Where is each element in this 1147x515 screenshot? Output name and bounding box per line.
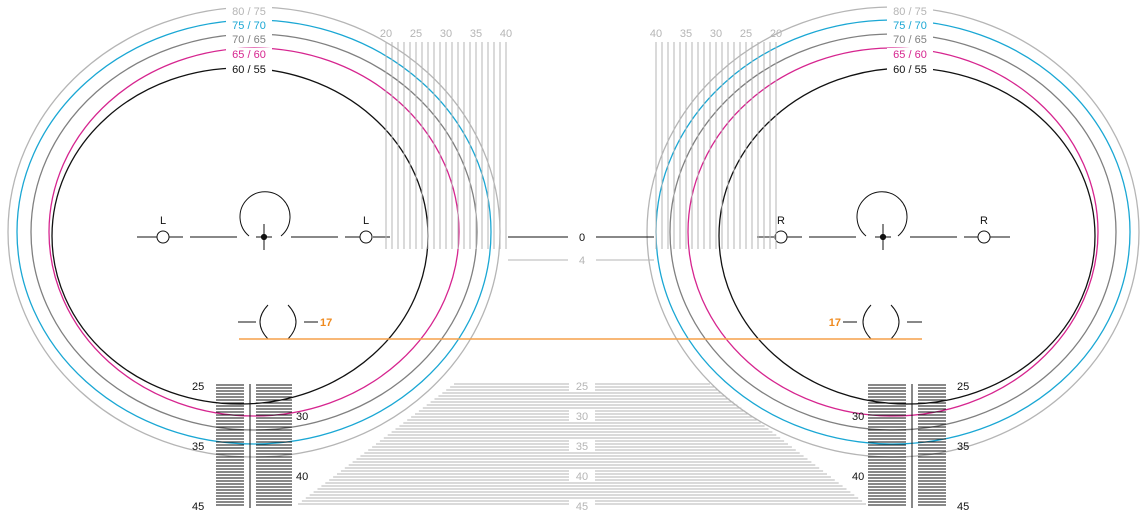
side-scale-label: 35 [192, 441, 204, 453]
right-marker-outer-circle [977, 230, 991, 244]
left-eye-group: 80 / 75 75 / 70 70 / 65 65 / 60 60 / 55 [7, 5, 501, 458]
side-scale-label: 30 [852, 411, 864, 423]
right-marker-label: R [777, 215, 785, 227]
left-marker-inner-circle [359, 230, 373, 244]
left-fixation-target [239, 191, 291, 237]
right-side-ladder-labels: 25 30 35 40 45 [852, 381, 969, 513]
right-ring-65-60 [687, 47, 1099, 417]
vscale-label: 40 [650, 28, 662, 40]
right-side-ladder [868, 384, 946, 508]
right-fixation-line [757, 191, 1010, 250]
bottom-scale-label: 40 [576, 471, 588, 483]
vscale-label: 30 [440, 28, 452, 40]
left-marker-label: L [160, 215, 166, 227]
center-zero-line: 0 4 [508, 232, 654, 267]
right-marker-label: R [980, 215, 988, 227]
bottom-scale-labels: 25 30 35 40 45 [569, 380, 595, 513]
ring-label: 70 / 65 [232, 34, 266, 46]
ring-label: 70 / 65 [893, 34, 927, 46]
right-vertical-scale [655, 42, 777, 249]
left-marker-label: L [363, 215, 369, 227]
bottom-scale-label: 35 [576, 441, 588, 453]
right-marker-inner-circle [774, 230, 788, 244]
ring-label: 60 / 55 [232, 64, 266, 76]
vscale-label: 25 [740, 28, 752, 40]
ring-label: 65 / 60 [893, 49, 927, 61]
center-zero-label: 0 [579, 232, 585, 244]
vscale-label: 20 [770, 28, 782, 40]
ring-label: 65 / 60 [232, 49, 266, 61]
left-vertical-scale [385, 42, 507, 249]
bottom-scale-label: 30 [576, 411, 588, 423]
vscale-label: 25 [410, 28, 422, 40]
right-fixation-target [856, 191, 908, 237]
side-scale-label: 30 [296, 411, 308, 423]
left-fixation-line [137, 191, 390, 250]
side-scale-label: 40 [852, 471, 864, 483]
ring-label: 80 / 75 [893, 6, 927, 18]
vertical-scale-labels: 20 25 30 35 40 40 35 30 25 20 [380, 28, 782, 40]
vscale-label: 40 [500, 28, 512, 40]
side-scale-label: 25 [957, 381, 969, 393]
right-ring-labels: 80 / 75 75 / 70 70 / 65 65 / 60 60 / 55 [887, 5, 933, 76]
right-ring-75-70 [655, 19, 1131, 445]
side-scale-label: 25 [192, 381, 204, 393]
ring-label: 80 / 75 [232, 6, 266, 18]
vscale-label: 30 [710, 28, 722, 40]
left-marker-outer-circle [156, 230, 170, 244]
side-scale-label: 40 [296, 471, 308, 483]
ring-label: 75 / 70 [893, 20, 927, 32]
left-offset-bracket [238, 304, 318, 340]
vscale-label: 20 [380, 28, 392, 40]
right-ring-70-65 [669, 33, 1117, 431]
side-scale-label: 35 [957, 441, 969, 453]
left-side-ladder [216, 384, 292, 508]
center-four-label: 4 [579, 255, 585, 267]
vscale-label: 35 [470, 28, 482, 40]
bottom-scale-label: 25 [576, 381, 588, 393]
ring-label: 75 / 70 [232, 20, 266, 32]
left-ring-75-70 [16, 19, 492, 445]
side-scale-label: 45 [192, 501, 204, 513]
left-side-ladder-labels: 25 30 35 40 45 [192, 381, 308, 513]
ring-label: 60 / 55 [893, 64, 927, 76]
side-scale-label: 45 [957, 501, 969, 513]
bottom-scale-label: 45 [576, 501, 588, 513]
right-eye-group: 80 / 75 75 / 70 70 / 65 65 / 60 60 / 55 … [646, 5, 1140, 458]
offset-label: 17 [320, 317, 332, 329]
left-ring-labels: 80 / 75 75 / 70 70 / 65 65 / 60 60 / 55 [226, 5, 272, 76]
offset-label: 17 [829, 317, 841, 329]
vscale-label: 35 [680, 28, 692, 40]
right-offset-bracket [843, 304, 922, 340]
